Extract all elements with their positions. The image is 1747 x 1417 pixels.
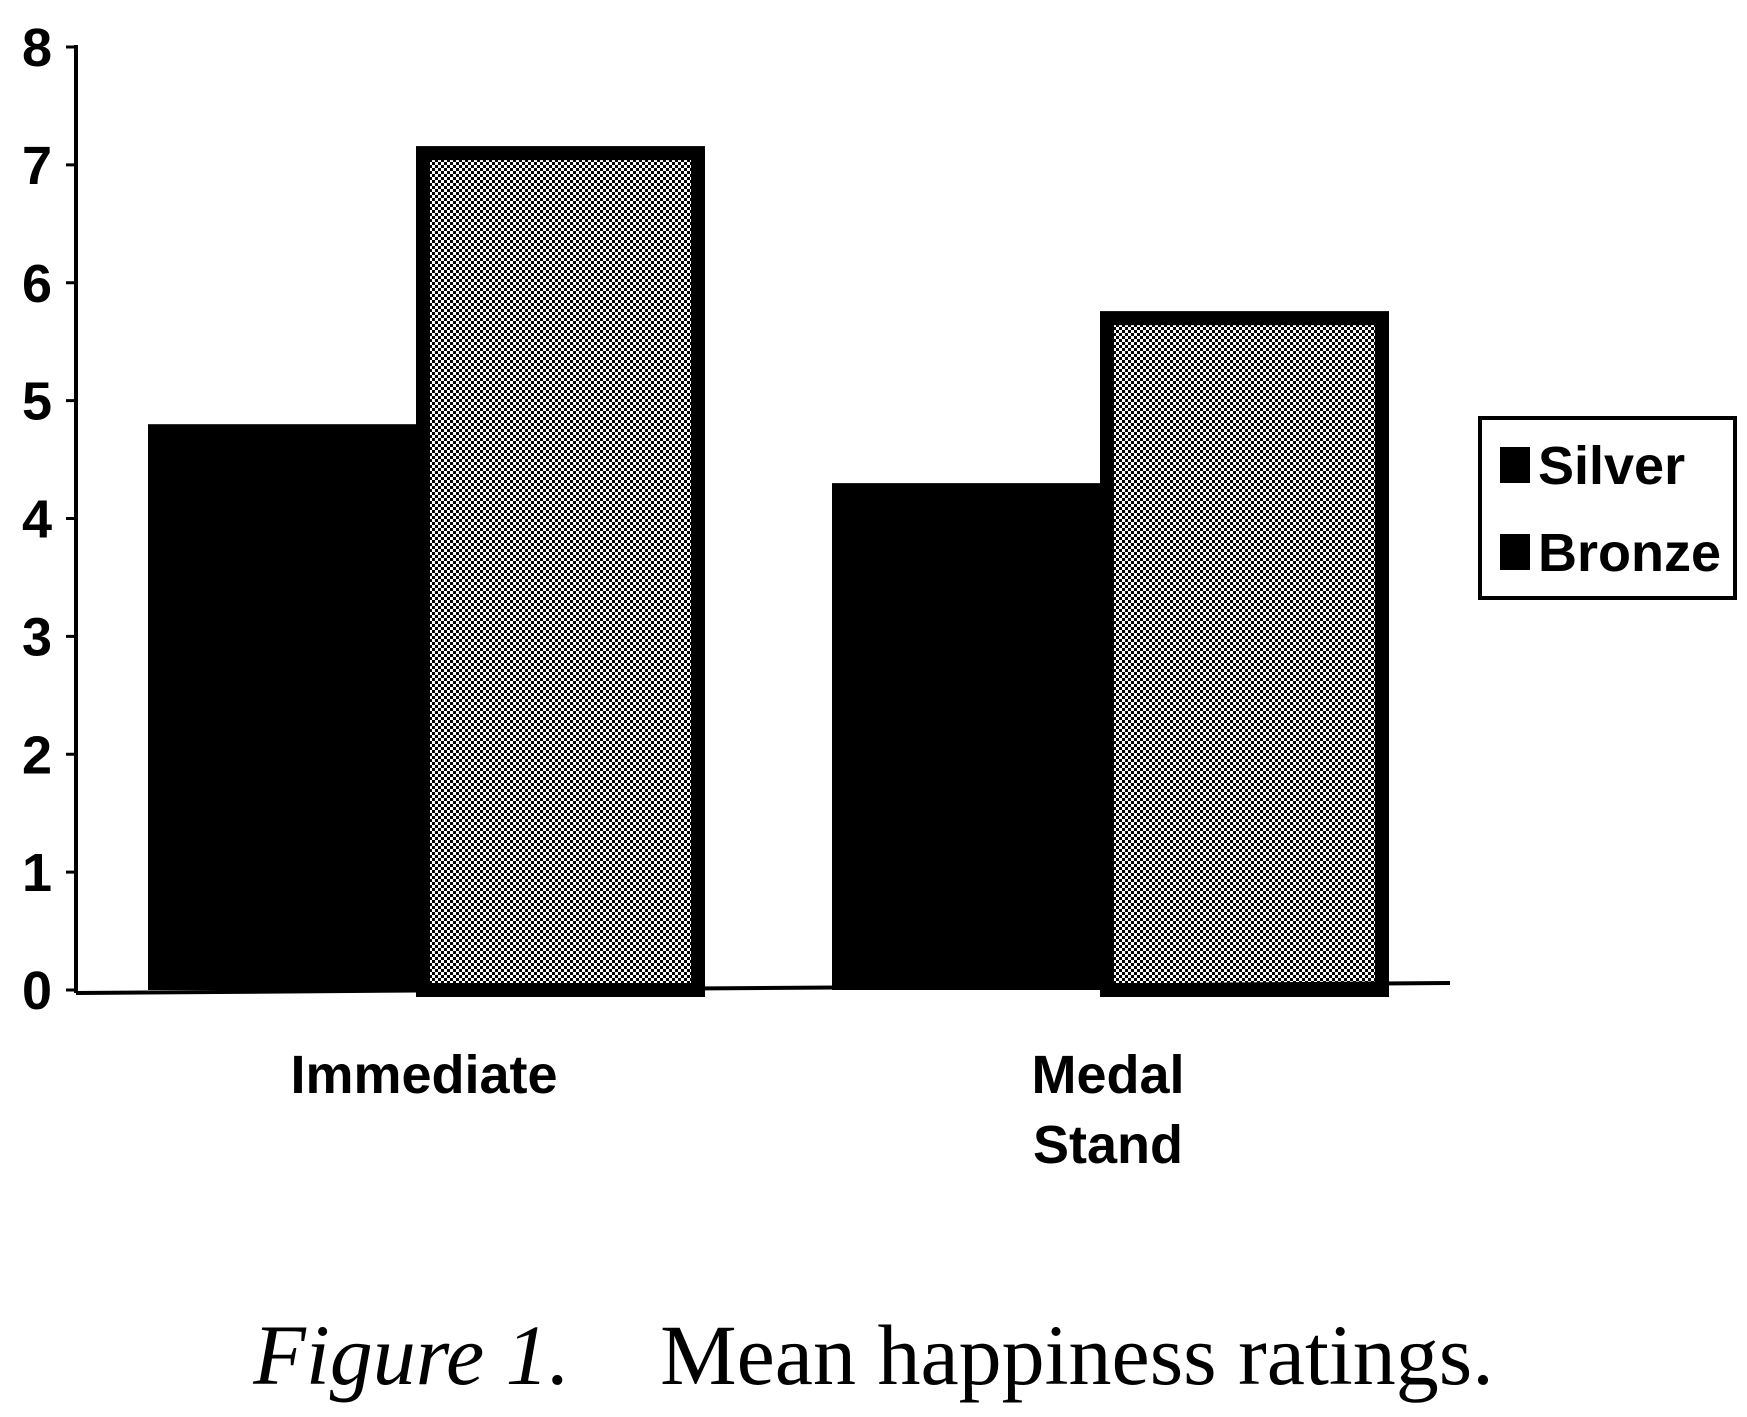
y-tick-label: 0 bbox=[22, 961, 52, 1021]
y-tick-label: 8 bbox=[22, 18, 52, 78]
y-tick-label: 3 bbox=[22, 607, 52, 667]
y-tick-label: 7 bbox=[22, 136, 52, 196]
category-label: Medal bbox=[1031, 1045, 1184, 1105]
category-label: Stand bbox=[1033, 1115, 1183, 1175]
category-label: Immediate bbox=[290, 1045, 557, 1105]
y-tick-label: 6 bbox=[22, 254, 52, 314]
legend-swatch-bronze bbox=[1500, 534, 1530, 570]
figure-caption: Figure 1. Mean happiness ratings. bbox=[0, 1305, 1747, 1405]
bar-silver-1 bbox=[148, 424, 423, 990]
bar-silver-2 bbox=[832, 483, 1107, 990]
y-tick-label: 5 bbox=[22, 372, 52, 432]
legend-label-silver: Silver bbox=[1538, 436, 1685, 496]
caption-text: Mean happiness ratings. bbox=[660, 1307, 1494, 1403]
bar-bronze-1 bbox=[416, 146, 705, 997]
x-axis bbox=[75, 981, 1451, 995]
bars-group bbox=[148, 146, 1389, 997]
legend-label-bronze: Bronze bbox=[1538, 523, 1721, 583]
y-tick-label: 4 bbox=[22, 490, 52, 550]
legend-swatch-silver bbox=[1500, 447, 1530, 483]
figure-label: Figure 1. bbox=[253, 1307, 571, 1403]
category-labels-group: Immediate Medal Stand bbox=[290, 1045, 1184, 1175]
y-tick-label: 2 bbox=[22, 725, 52, 785]
y-tick-label: 1 bbox=[22, 843, 52, 903]
y-ticks-group: 0 1 2 3 4 5 6 7 8 bbox=[22, 18, 76, 1021]
legend: Silver Bronze bbox=[1478, 416, 1737, 600]
bar-bronze-2 bbox=[1100, 311, 1389, 997]
